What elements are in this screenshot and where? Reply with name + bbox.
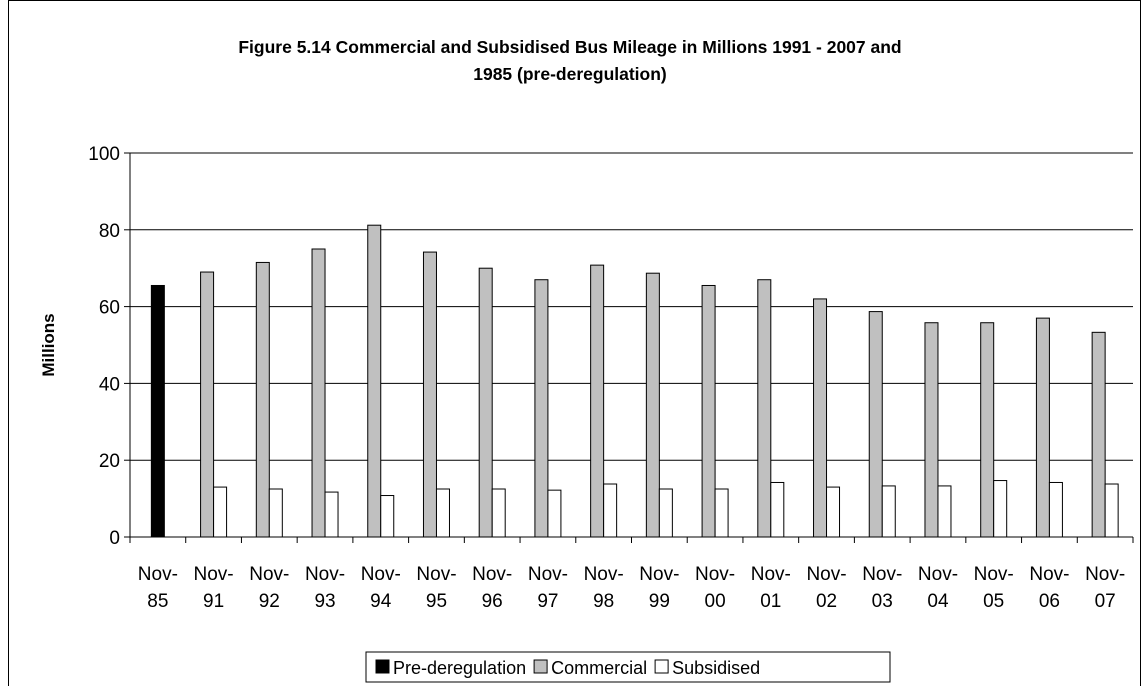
bars — [150, 224, 1119, 538]
bar-subsidised-nov-97 — [547, 489, 562, 538]
bar-subsidised-nov-01 — [770, 481, 785, 538]
bar-commercial-nov-97 — [534, 279, 549, 538]
legend-box — [365, 651, 891, 683]
x-tick-label: 92 — [259, 591, 280, 612]
y-tick-label: 100 — [88, 144, 120, 165]
x-tick-label: 94 — [370, 591, 392, 612]
bar-subsidised-nov-03 — [881, 485, 896, 538]
x-tick-label: Nov- — [194, 564, 234, 585]
x-tick-label: Nov- — [639, 564, 679, 585]
bar-commercial-nov-07 — [1091, 331, 1106, 538]
bar-subsidised-nov-93 — [324, 491, 339, 538]
bar-subsidised-nov-98 — [603, 483, 618, 538]
x-tick-label: Nov- — [416, 564, 456, 585]
x-tick-label: 01 — [760, 591, 781, 612]
x-tick-label: 98 — [593, 591, 614, 612]
x-tick-label: 05 — [983, 591, 1004, 612]
x-tick-labels: Nov- 85 Nov- 91 Nov- 92 Nov- 93 Nov- 94 Nov- 95 Nov-… — [138, 564, 1125, 612]
x-tick-label: Nov- — [751, 564, 791, 585]
x-tick-label: Nov- — [584, 564, 624, 585]
x-tick-label: 03 — [872, 591, 893, 612]
legend-swatch-subsidised — [654, 659, 669, 674]
legend-label: Commercial — [551, 658, 647, 678]
x-tick-label: Nov- — [695, 564, 735, 585]
x-tick-label: 95 — [426, 591, 447, 612]
legend-swatch-commercial — [533, 659, 548, 674]
bar-subsidised-nov-05 — [993, 480, 1008, 538]
legend-label: Subsidised — [672, 658, 760, 678]
chart-frame — [8, 0, 1141, 686]
chart-title-line-2: 1985 (pre-deregulation) — [473, 64, 667, 84]
x-tick-label: 02 — [816, 591, 837, 612]
x-tick-label: Nov- — [305, 564, 345, 585]
bar-subsidised-nov-94 — [380, 495, 395, 538]
axes — [124, 152, 1134, 543]
bar-subsidised-nov-06 — [1048, 481, 1063, 538]
x-tick-label: Nov- — [918, 564, 958, 585]
bar-commercial-nov-06 — [1035, 317, 1050, 538]
x-tick-label: 91 — [203, 591, 224, 612]
bar-commercial-nov-03 — [868, 311, 883, 538]
bar-commercial-nov-05 — [980, 322, 995, 538]
bar-commercial-nov-92 — [255, 261, 270, 538]
y-tick-label: 40 — [99, 374, 120, 395]
x-tick-label: Nov- — [138, 564, 178, 585]
y-tick-label: 20 — [99, 451, 120, 472]
bar-commercial-nov-96 — [478, 267, 493, 538]
chart-title: Figure 5.14 Commercial and Subsidised Bu… — [70, 34, 1070, 88]
bar-commercial-nov-94 — [367, 224, 382, 538]
x-tick-label: Nov- — [361, 564, 401, 585]
x-tick-label: 00 — [705, 591, 726, 612]
bar-subsidised-nov-02 — [826, 486, 841, 538]
legend-swatch-pre-deregulation — [375, 659, 390, 674]
x-tick-label: 85 — [147, 591, 168, 612]
bar-commercial-nov-04 — [924, 322, 939, 538]
x-tick-label: 07 — [1095, 591, 1116, 612]
x-tick-label: 93 — [314, 591, 335, 612]
bar-subsidised-nov-95 — [435, 488, 450, 538]
legend-label: Pre-deregulation — [393, 658, 526, 678]
bar-subsidised-nov-04 — [937, 485, 952, 538]
x-tick-label: 99 — [649, 591, 670, 612]
bar-commercial-nov-00 — [701, 284, 716, 538]
chart-title-line-1: Figure 5.14 Commercial and Subsidised Bu… — [238, 37, 902, 57]
bar-commercial-nov-98 — [590, 264, 605, 538]
x-tick-label: Nov- — [806, 564, 846, 585]
bar-commercial-nov-93 — [311, 248, 326, 538]
x-tick-label: 97 — [537, 591, 558, 612]
bar-subsidised-nov-96 — [491, 488, 506, 538]
x-tick-label: Nov- — [862, 564, 902, 585]
x-tick-label: 04 — [927, 591, 949, 612]
x-tick-label: Nov- — [1085, 564, 1125, 585]
x-tick-label: Nov- — [249, 564, 289, 585]
x-tick-label: 96 — [482, 591, 503, 612]
x-tick-label: Nov- — [472, 564, 512, 585]
y-tick-label: 60 — [99, 298, 120, 319]
bar-commercial-nov-91 — [200, 271, 215, 538]
bar-commercial-nov-99 — [645, 272, 660, 538]
bar-subsidised-nov-99 — [658, 488, 673, 538]
bar-pre-deregulation-nov-85 — [150, 284, 165, 538]
bar-subsidised-nov-00 — [714, 488, 729, 538]
y-tick-label: 0 — [109, 528, 120, 549]
gridlines — [130, 152, 1133, 461]
y-tick-label: 80 — [99, 221, 120, 242]
bar-subsidised-nov-91 — [213, 486, 228, 538]
bar-commercial-nov-01 — [757, 279, 772, 538]
x-tick-label: Nov- — [1029, 564, 1069, 585]
y-axis-label: Millions — [39, 313, 58, 376]
bar-subsidised-nov-07 — [1104, 483, 1119, 538]
legend: Pre-deregulation Commercial Subsidised — [365, 651, 891, 683]
bar-commercial-nov-95 — [422, 251, 437, 538]
x-tick-label: Nov- — [974, 564, 1014, 585]
bar-subsidised-nov-92 — [268, 488, 283, 538]
y-tick-labels: 0 20 40 60 80 100 — [88, 144, 120, 549]
x-tick-label: Nov- — [528, 564, 568, 585]
bar-commercial-nov-02 — [813, 298, 828, 538]
x-tick-label: 06 — [1039, 591, 1060, 612]
